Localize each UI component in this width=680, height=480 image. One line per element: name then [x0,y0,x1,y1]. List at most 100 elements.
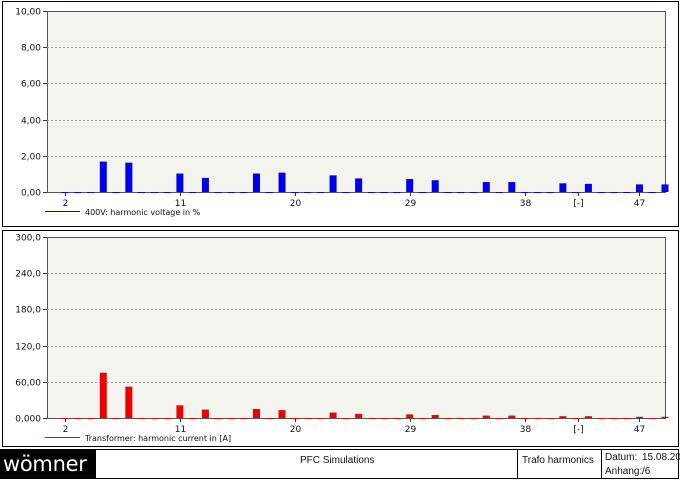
bar [623,192,631,193]
bar [265,192,273,193]
bar [635,416,643,418]
x-tick-label: 38 [520,425,532,435]
bar [521,418,529,419]
bar [214,418,222,419]
bar [367,418,375,419]
bar [431,180,439,192]
bar [189,418,197,419]
footer: wömner PFC Simulations Trafo harmonics D… [0,449,680,479]
footer-divider [517,450,518,479]
bar [291,192,299,193]
y-tick-label: 10,00 [15,8,41,18]
x-tick-label: 47 [634,425,645,435]
plot-area [47,11,666,193]
bar [508,182,516,192]
bar [470,192,478,193]
bar [329,175,337,192]
x-tick-label: 11 [175,199,186,209]
x-tick-label: 29 [405,199,417,209]
bar [457,418,465,419]
x-tick-label: 38 [520,199,532,209]
bar [87,192,95,193]
bar [482,415,490,418]
legend-label: Transformer: harmonic current in [A] [84,434,231,443]
bar [584,183,592,192]
bar [99,161,107,192]
x-tick-label: 47 [634,199,645,209]
bar [214,192,222,193]
current-panel: 0,000 60,00 120,0 180,0 240,0 300,0 2 11 20 29 38 [… [2,230,679,447]
y-tick-label: 240,0 [15,270,41,280]
y-tick-label: 2,00 [21,153,41,163]
company-logo: wömner [0,450,95,479]
bar [87,418,95,419]
x-tick-label: 11 [175,425,186,435]
bar [291,418,299,419]
anhang-value: /6 [642,466,651,477]
bar [227,192,235,193]
x-tick-label: 20 [290,199,302,209]
bar [521,192,529,193]
bar [546,418,554,419]
bar [380,192,388,193]
datum-value: 15.08.2019 [642,452,680,463]
x-tick-label: 29 [405,425,417,435]
bar [597,418,605,419]
bar [61,192,69,193]
footer-title: PFC Simulations [300,455,375,466]
bar [150,192,158,193]
bar [635,184,643,192]
bar [406,414,414,418]
bar [431,414,439,418]
bar [367,192,375,193]
bar [623,418,631,419]
bar [74,418,82,419]
y-tick-label: 120,0 [15,343,41,353]
bar [112,192,120,193]
bar [444,192,452,193]
bar [278,172,286,192]
x-tick-label: [-] [573,425,583,435]
bar [342,192,350,193]
bar [661,416,669,418]
bar [393,418,401,419]
bar [508,415,516,418]
bar [61,418,69,419]
bar [418,192,426,193]
bar [227,418,235,419]
bar [572,418,580,419]
x-tick-label: 2 [63,199,69,209]
bar [457,192,465,193]
y-tick-label: 300,0 [15,234,41,244]
footer-divider [601,450,602,479]
bar [342,418,350,419]
x-tick-label: 20 [290,425,302,435]
y-tick-label: 6,00 [21,80,41,90]
footer-subtitle: Trafo harmonics [522,455,594,466]
y-tick-label: 8,00 [21,44,41,54]
bar [125,386,133,418]
y-tick-label: 180,0 [15,306,41,316]
x-tick-label: 2 [63,425,69,435]
bar [610,418,618,419]
bar [138,192,146,193]
bar [176,173,184,192]
bar [470,418,478,419]
y-tick-label: 60,00 [15,379,41,389]
bar [482,182,490,192]
y-tick-label: 0,000 [15,415,41,425]
bar [418,418,426,419]
x-tick-label: [-] [573,199,583,209]
bar [444,418,452,419]
bar [533,418,541,419]
bar [661,184,669,192]
bar [99,372,107,418]
bar [559,183,567,192]
voltage-panel: 0,00 2,00 4,00 6,00 8,00 10,00 2 11 20 29 38 [-] 47 4… [2,1,679,227]
bar [533,192,541,193]
bar [572,192,580,193]
bar [406,178,414,192]
harmonics-charts: 0,00 2,00 4,00 6,00 8,00 10,00 2 11 20 29 38 [-] 47 4… [2,1,679,447]
plot-area [47,237,666,419]
bar [150,418,158,419]
